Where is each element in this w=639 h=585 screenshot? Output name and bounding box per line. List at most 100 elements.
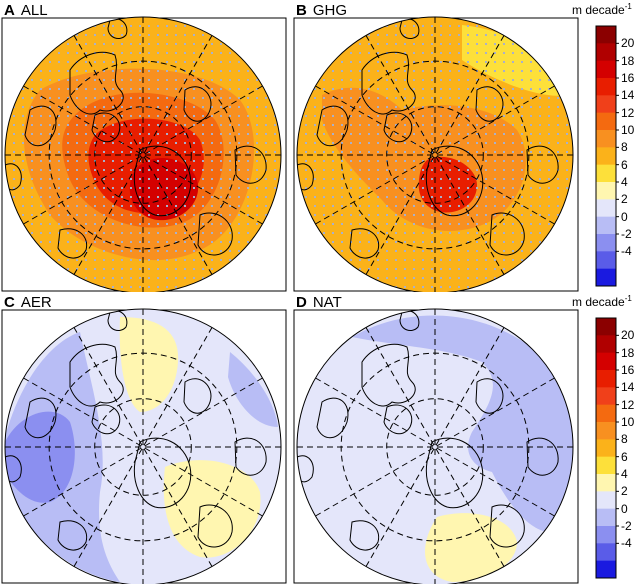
stipple-dot <box>103 124 105 126</box>
stipple-dot <box>494 115 496 117</box>
field-contour-5 <box>163 460 261 558</box>
stipple-dot <box>566 178 568 180</box>
coastline-3 <box>24 105 57 147</box>
stipple-dot <box>368 259 370 261</box>
stipple-dot <box>139 79 141 81</box>
stipple-dot <box>467 205 469 207</box>
stipple-dot <box>485 259 487 261</box>
stipple-dot <box>265 106 267 108</box>
stipple-dot <box>413 214 415 216</box>
stipple-dot <box>476 259 478 261</box>
stipple-dot <box>431 79 433 81</box>
stipple-dot <box>485 133 487 135</box>
stipple-dot <box>274 169 276 171</box>
stipple-dot <box>503 160 505 162</box>
stipple-dot <box>157 259 159 261</box>
stipple-dot <box>395 61 397 63</box>
stipple-dot <box>166 25 168 27</box>
stipple-dot <box>31 160 33 162</box>
stipple-dot <box>211 187 213 189</box>
stipple-dot <box>184 268 186 270</box>
stipple-dot <box>202 169 204 171</box>
stipple-dot <box>13 196 15 198</box>
stipple-dot <box>467 70 469 72</box>
stipple-dot <box>431 241 433 243</box>
stipple-dot <box>548 169 550 171</box>
stipple-dot <box>350 97 352 99</box>
stipple-dot <box>103 133 105 135</box>
stipple-dot <box>530 169 532 171</box>
meridian-line <box>23 85 263 225</box>
stipple-dot <box>494 268 496 270</box>
stipple-dot <box>539 106 541 108</box>
field-contour-3 <box>228 352 278 427</box>
stipple-dot <box>31 169 33 171</box>
stipple-dot <box>449 160 451 162</box>
stipple-dot <box>202 268 204 270</box>
colorbar-bottom: m decade-1 20 18 16 14 12 10 8 6 4 2 0 -2 -4 <box>572 292 639 584</box>
stipple-dot <box>440 241 442 243</box>
stipple-dot <box>13 178 15 180</box>
stipple-dot <box>341 178 343 180</box>
stipple-dot <box>350 133 352 135</box>
stipple-dot <box>341 61 343 63</box>
stipple-dot <box>229 250 231 252</box>
colorbar-tick-label: 16 <box>621 363 635 377</box>
stipple-dot <box>368 169 370 171</box>
panel-letter: A <box>4 2 15 19</box>
stipple-dot <box>166 277 168 279</box>
stipple-dot <box>395 124 397 126</box>
stipple-dot <box>458 205 460 207</box>
stipple-dot <box>49 232 51 234</box>
stipple-dot <box>458 133 460 135</box>
stipple-dot <box>202 52 204 54</box>
stipple-dot <box>341 133 343 135</box>
panel-label: B GHG <box>296 2 347 19</box>
stipple-dot <box>247 88 249 90</box>
coastline-0 <box>69 51 124 115</box>
stipple-dot <box>229 178 231 180</box>
stipple-dot <box>238 223 240 225</box>
stipple-dot <box>449 70 451 72</box>
stipple-dot <box>85 205 87 207</box>
stipple-dot <box>557 133 559 135</box>
stipple-dot <box>503 169 505 171</box>
stipple-dot <box>449 88 451 90</box>
colorbar-tick-label: 4 <box>621 175 628 189</box>
stipple-dot <box>314 187 316 189</box>
stipple-dot <box>220 223 222 225</box>
colorbar-top: m decade-1 20 18 16 14 12 10 8 6 4 2 0 -2 -4 <box>572 0 639 292</box>
stipple-dot <box>377 223 379 225</box>
stipple-dot <box>22 124 24 126</box>
stipple-dot <box>422 169 424 171</box>
stipple-dot <box>121 259 123 261</box>
stipple-dot <box>512 196 514 198</box>
stipple-dot <box>440 178 442 180</box>
stipple-dot <box>112 61 114 63</box>
stipple-dot <box>85 88 87 90</box>
stipple-dot <box>139 124 141 126</box>
stipple-dot <box>395 187 397 189</box>
graticule <box>5 17 281 292</box>
stipple-dot <box>166 142 168 144</box>
stipple-dot <box>512 79 514 81</box>
stipple-dot <box>413 88 415 90</box>
colorbar-swatch <box>596 95 616 114</box>
stipple-dot <box>148 115 150 117</box>
stipple-dot <box>395 241 397 243</box>
stipple-dot <box>193 250 195 252</box>
stipple-dot <box>139 196 141 198</box>
stipple-dot <box>539 97 541 99</box>
coastline-2 <box>133 145 192 217</box>
colorbar-swatch <box>596 543 616 562</box>
colorbar-swatch <box>596 26 616 44</box>
map-boundary-circle <box>4 308 282 584</box>
stipple-dot <box>229 79 231 81</box>
stipple-dot <box>449 52 451 54</box>
stipple-dot <box>377 52 379 54</box>
stipple-dot <box>449 169 451 171</box>
stipple-dot <box>130 151 132 153</box>
stipple-dot <box>130 52 132 54</box>
stipple-dot <box>175 79 177 81</box>
stipple-dot <box>521 223 523 225</box>
